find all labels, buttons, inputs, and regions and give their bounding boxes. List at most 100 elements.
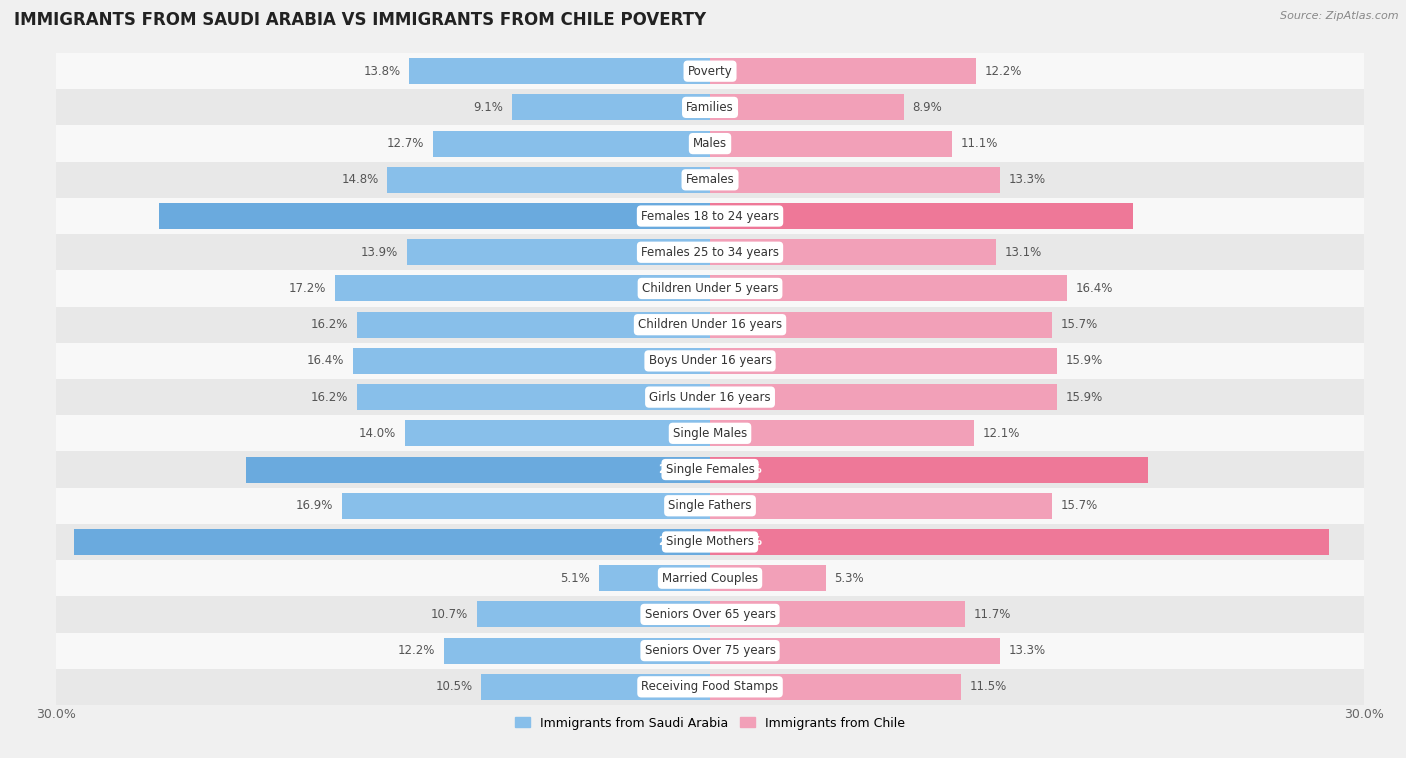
Bar xyxy=(159,203,710,229)
Text: 25.3%: 25.3% xyxy=(658,209,699,223)
Bar xyxy=(56,126,1364,161)
Text: Single Fathers: Single Fathers xyxy=(668,500,752,512)
Bar xyxy=(342,493,710,518)
Bar xyxy=(56,487,1364,524)
Bar xyxy=(710,58,976,84)
Bar xyxy=(357,312,710,338)
Text: Single Mothers: Single Mothers xyxy=(666,535,754,549)
Bar xyxy=(56,669,1364,705)
Bar xyxy=(710,240,995,265)
Bar xyxy=(444,637,710,664)
Bar xyxy=(357,384,710,410)
Bar xyxy=(56,343,1364,379)
Bar xyxy=(710,601,965,628)
Bar xyxy=(710,637,1000,664)
Bar xyxy=(512,94,710,121)
Bar xyxy=(710,493,1052,518)
Text: 5.3%: 5.3% xyxy=(834,572,863,584)
Text: 19.4%: 19.4% xyxy=(721,209,762,223)
Text: 13.3%: 13.3% xyxy=(1008,174,1046,186)
Text: Females 18 to 24 years: Females 18 to 24 years xyxy=(641,209,779,223)
Bar xyxy=(710,130,952,157)
Bar xyxy=(481,674,710,700)
Text: 11.7%: 11.7% xyxy=(974,608,1011,621)
Text: Families: Families xyxy=(686,101,734,114)
Bar xyxy=(56,161,1364,198)
Text: 15.7%: 15.7% xyxy=(1062,318,1098,331)
Bar xyxy=(353,348,710,374)
Text: 20.1%: 20.1% xyxy=(721,463,762,476)
Text: 16.9%: 16.9% xyxy=(295,500,333,512)
Text: 16.2%: 16.2% xyxy=(311,318,349,331)
Bar xyxy=(710,94,904,121)
Text: Boys Under 16 years: Boys Under 16 years xyxy=(648,355,772,368)
Text: 16.2%: 16.2% xyxy=(311,390,349,403)
Bar xyxy=(710,348,1056,374)
Bar xyxy=(710,384,1056,410)
Text: 5.1%: 5.1% xyxy=(561,572,591,584)
Bar xyxy=(599,565,710,591)
Text: 29.2%: 29.2% xyxy=(658,535,699,549)
Text: Single Males: Single Males xyxy=(673,427,747,440)
Text: 17.2%: 17.2% xyxy=(290,282,326,295)
Text: 13.8%: 13.8% xyxy=(363,64,401,77)
Bar xyxy=(388,167,710,193)
Text: 28.4%: 28.4% xyxy=(721,535,762,549)
Text: 12.1%: 12.1% xyxy=(983,427,1019,440)
Bar xyxy=(56,632,1364,669)
Bar xyxy=(710,456,1149,483)
Bar xyxy=(710,420,974,446)
Text: 12.2%: 12.2% xyxy=(984,64,1022,77)
Bar xyxy=(335,275,710,302)
Text: Receiving Food Stamps: Receiving Food Stamps xyxy=(641,681,779,694)
Text: 12.7%: 12.7% xyxy=(387,137,425,150)
Text: 15.9%: 15.9% xyxy=(1066,355,1102,368)
Text: 14.8%: 14.8% xyxy=(342,174,378,186)
Text: IMMIGRANTS FROM SAUDI ARABIA VS IMMIGRANTS FROM CHILE POVERTY: IMMIGRANTS FROM SAUDI ARABIA VS IMMIGRAN… xyxy=(14,11,706,30)
Bar xyxy=(56,53,1364,89)
Text: Poverty: Poverty xyxy=(688,64,733,77)
Text: 16.4%: 16.4% xyxy=(307,355,344,368)
Text: Seniors Over 65 years: Seniors Over 65 years xyxy=(644,608,776,621)
Text: 9.1%: 9.1% xyxy=(474,101,503,114)
Text: Males: Males xyxy=(693,137,727,150)
Text: Girls Under 16 years: Girls Under 16 years xyxy=(650,390,770,403)
Text: 10.5%: 10.5% xyxy=(436,681,472,694)
Bar xyxy=(405,420,710,446)
Bar xyxy=(56,379,1364,415)
Text: Children Under 5 years: Children Under 5 years xyxy=(641,282,779,295)
Bar xyxy=(56,234,1364,271)
Text: 13.3%: 13.3% xyxy=(1008,644,1046,657)
Text: Source: ZipAtlas.com: Source: ZipAtlas.com xyxy=(1281,11,1399,21)
Text: 11.5%: 11.5% xyxy=(969,681,1007,694)
Text: 12.2%: 12.2% xyxy=(398,644,436,657)
Bar xyxy=(56,89,1364,126)
Text: 11.1%: 11.1% xyxy=(960,137,998,150)
Bar xyxy=(710,167,1000,193)
Text: Single Females: Single Females xyxy=(665,463,755,476)
Text: Married Couples: Married Couples xyxy=(662,572,758,584)
Bar xyxy=(56,452,1364,487)
Text: 16.4%: 16.4% xyxy=(1076,282,1114,295)
Bar xyxy=(73,529,710,555)
Text: 15.9%: 15.9% xyxy=(1066,390,1102,403)
Text: 13.1%: 13.1% xyxy=(1004,246,1042,258)
Bar xyxy=(710,565,825,591)
Text: 8.9%: 8.9% xyxy=(912,101,942,114)
Bar xyxy=(56,198,1364,234)
Bar xyxy=(433,130,710,157)
Text: 14.0%: 14.0% xyxy=(359,427,396,440)
Text: 10.7%: 10.7% xyxy=(430,608,468,621)
Bar xyxy=(56,560,1364,597)
Bar xyxy=(710,529,1329,555)
Text: Females: Females xyxy=(686,174,734,186)
Bar xyxy=(56,306,1364,343)
Bar xyxy=(56,597,1364,632)
Text: Seniors Over 75 years: Seniors Over 75 years xyxy=(644,644,776,657)
Text: 21.3%: 21.3% xyxy=(658,463,699,476)
Bar xyxy=(710,674,960,700)
Bar xyxy=(246,456,710,483)
Bar xyxy=(710,312,1052,338)
Bar xyxy=(408,240,710,265)
Bar xyxy=(56,415,1364,452)
